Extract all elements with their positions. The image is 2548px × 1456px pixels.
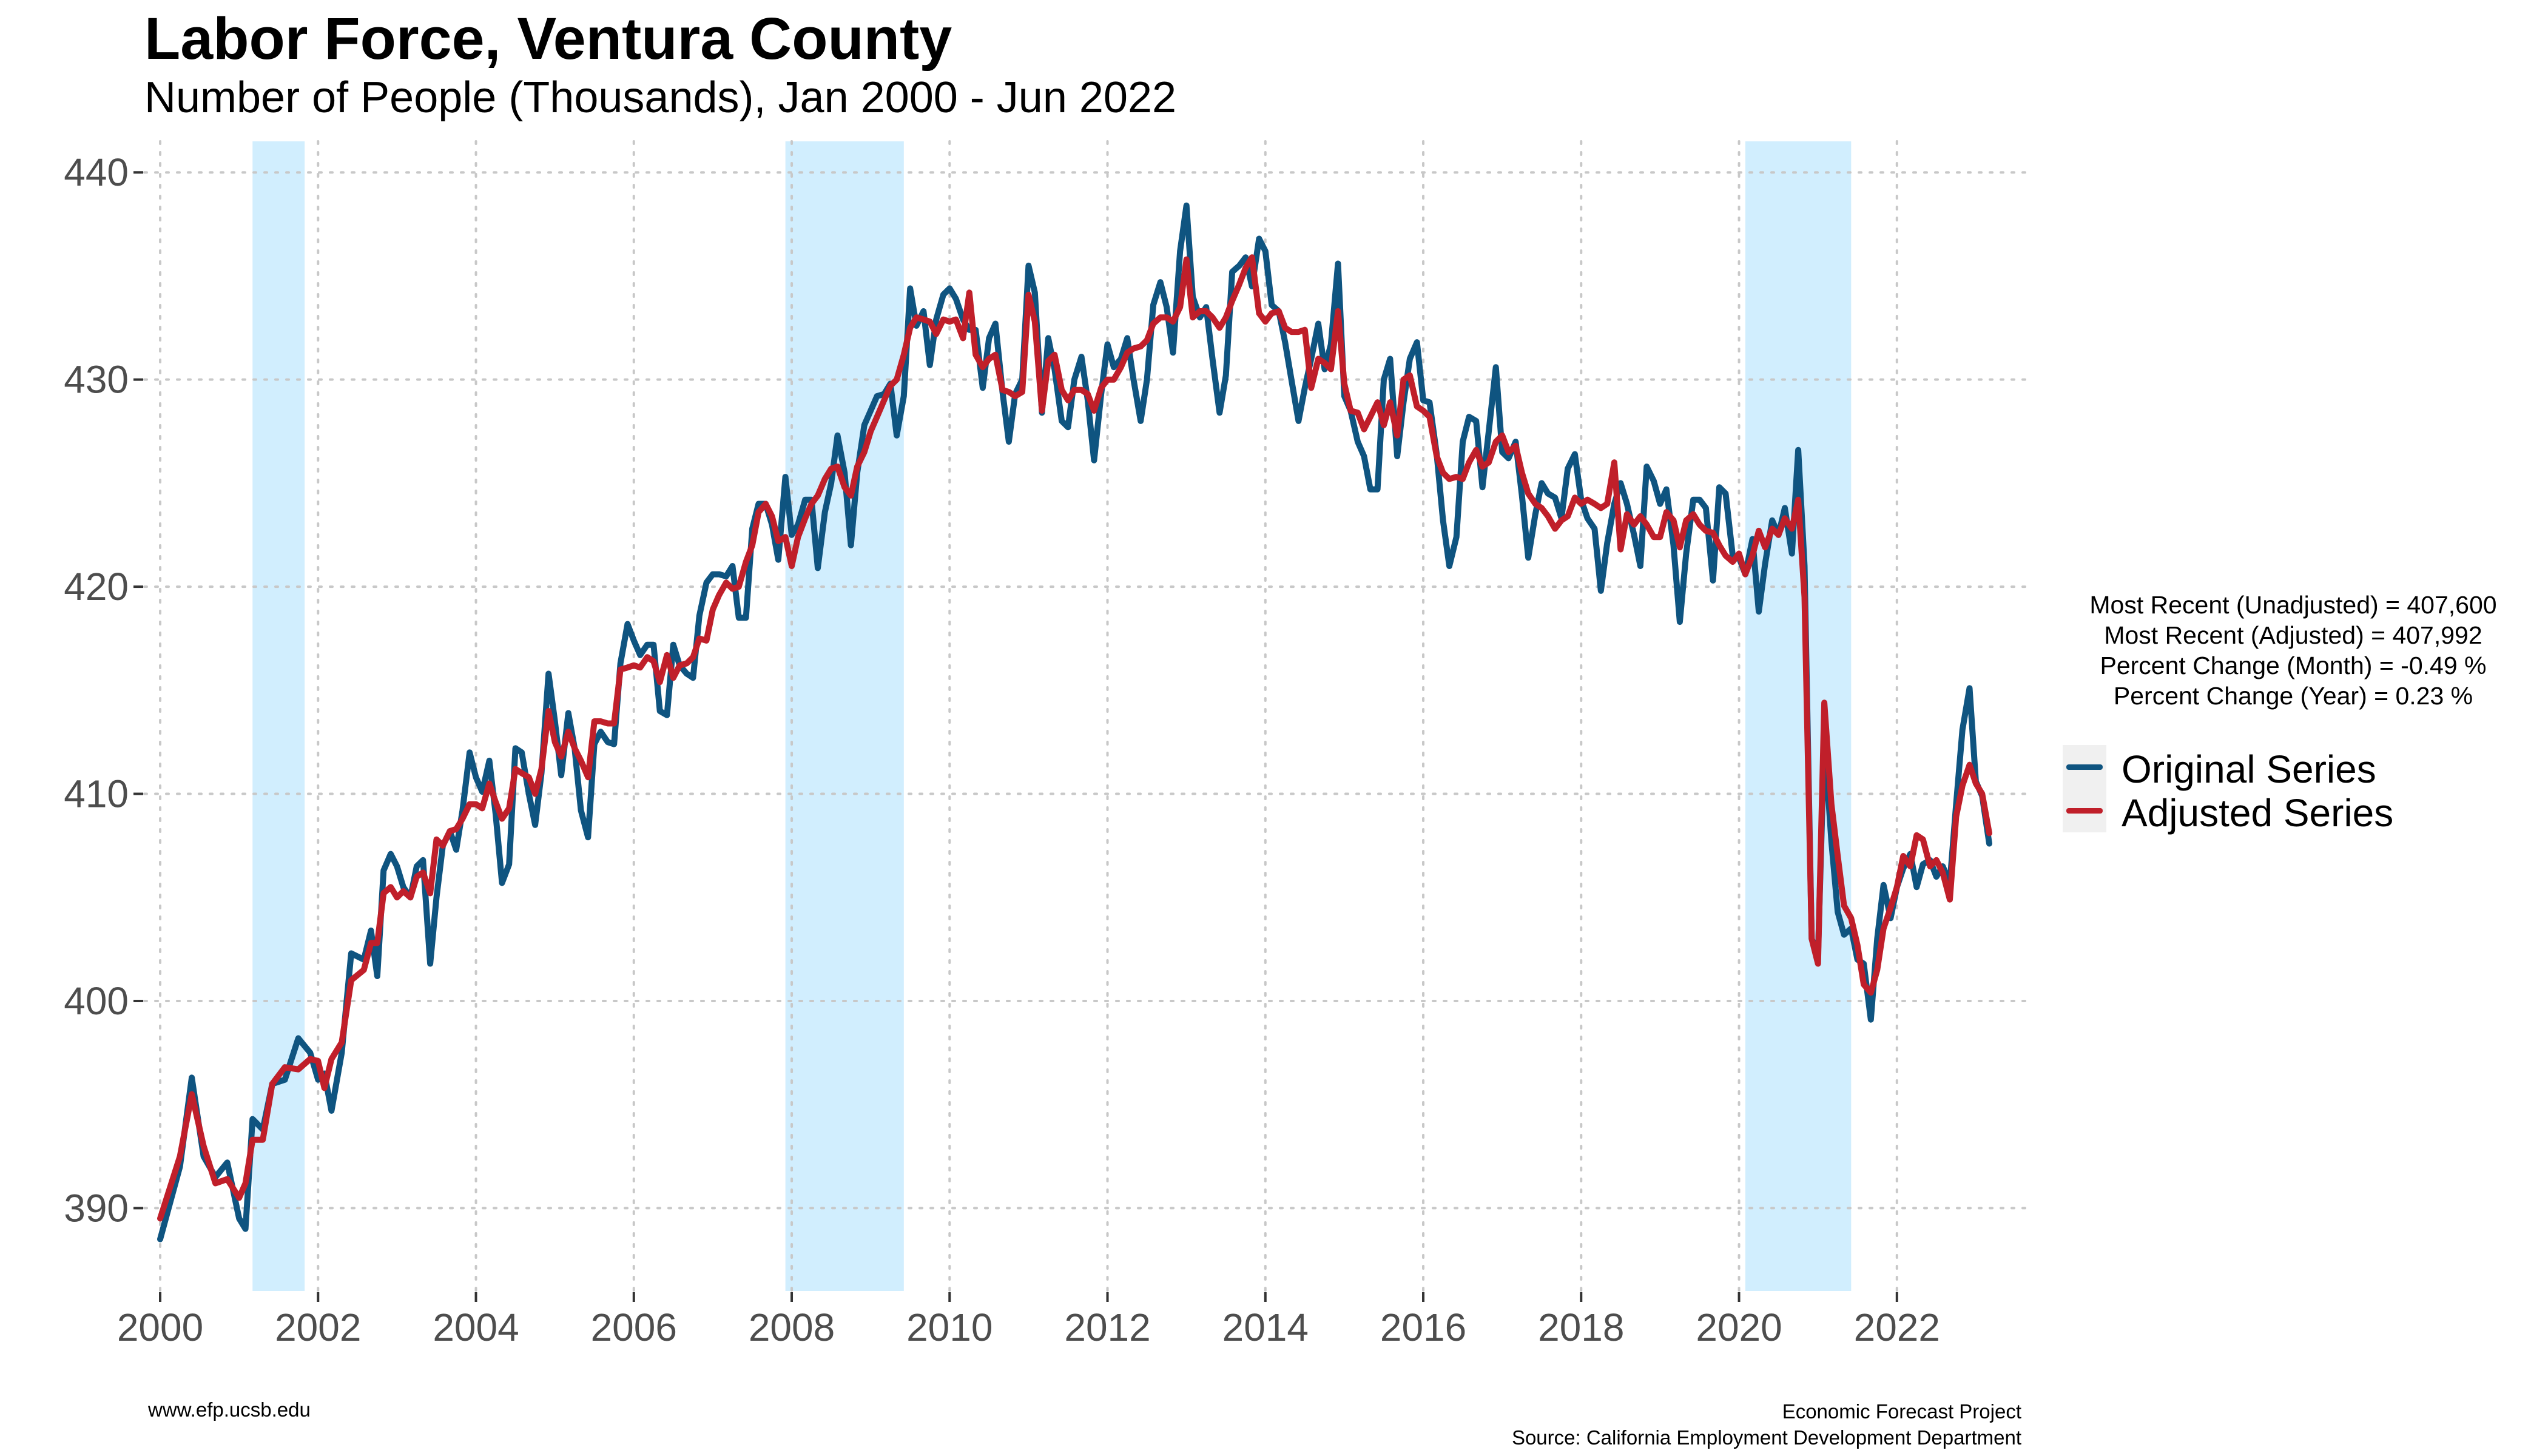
tick-labels: 390 400 410 420 430 440 2000 2002 2004 2006 2008 20… <box>64 150 1940 1349</box>
y-tick-label: 420 <box>64 565 129 608</box>
chart-subtitle: Number of People (Thousands), Jan 2000 -… <box>144 73 1177 122</box>
x-tick-label: 2006 <box>591 1306 677 1349</box>
y-tick-label: 400 <box>64 979 129 1023</box>
x-tick-label: 2022 <box>1854 1306 1940 1349</box>
legend-label-adjusted: Adjusted Series <box>2122 791 2394 835</box>
stat-most-recent-unadjusted: Most Recent (Unadjusted) = 407,600 <box>2089 591 2497 619</box>
x-tick-label: 2020 <box>1696 1306 1782 1349</box>
x-tick-label: 2000 <box>117 1306 203 1349</box>
footer-org: Economic Forecast Project <box>1782 1400 2021 1423</box>
grid-lines <box>143 140 2032 1292</box>
stat-percent-change-year: Percent Change (Year) = 0.23 % <box>2113 682 2473 710</box>
y-tick-label: 410 <box>64 772 129 816</box>
y-tick-label: 440 <box>64 150 129 194</box>
x-tick-label: 2004 <box>433 1306 519 1349</box>
y-tick-label: 390 <box>64 1186 129 1230</box>
series-line-original-series <box>157 202 1992 1242</box>
x-tick-label: 2012 <box>1064 1306 1150 1349</box>
recession-band-0 <box>252 141 305 1291</box>
x-tick-label: 2016 <box>1380 1306 1466 1349</box>
recession-band-1 <box>785 141 904 1291</box>
axis-ticks <box>133 171 1898 1302</box>
source-url: www.efp.ucsb.edu <box>148 1398 311 1421</box>
y-tick-label: 430 <box>64 358 129 402</box>
chart-title: Labor Force, Ventura County <box>144 5 952 72</box>
stats-box: Most Recent (Unadjusted) = 407,600 Most … <box>2032 590 2548 711</box>
x-tick-label: 2018 <box>1538 1306 1624 1349</box>
recession-band-2 <box>1745 141 1852 1291</box>
recession-bands <box>252 141 1852 1291</box>
legend-key-original <box>2063 745 2106 789</box>
x-tick-label: 2014 <box>1222 1306 1309 1349</box>
footer-source: Source: California Employment Developmen… <box>1511 1426 2021 1449</box>
x-tick-label: 2008 <box>749 1306 835 1349</box>
legend-label-original: Original Series <box>2122 747 2376 791</box>
legend-key-adjusted <box>2063 789 2106 832</box>
series-line-adjusted-series <box>157 254 1992 1222</box>
x-tick-label: 2002 <box>275 1306 361 1349</box>
stat-most-recent-adjusted: Most Recent (Adjusted) = 407,992 <box>2104 621 2482 649</box>
stat-percent-change-month: Percent Change (Month) = -0.49 % <box>2100 652 2487 679</box>
x-tick-label: 2010 <box>906 1306 993 1349</box>
footer-credits: Economic Forecast Project Source: Califo… <box>1512 1398 2021 1451</box>
series-lines <box>157 202 1992 1242</box>
